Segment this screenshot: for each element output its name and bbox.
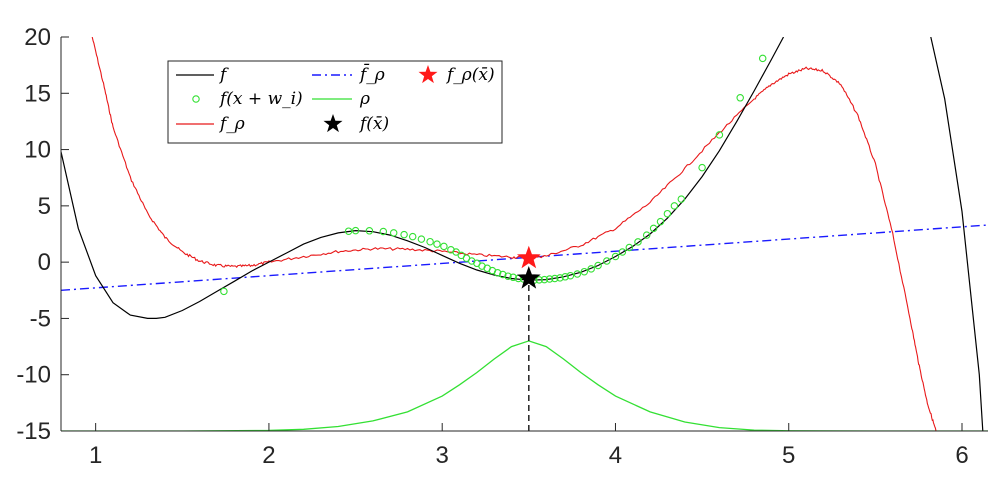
sample-point — [551, 274, 559, 283]
y-tick-label: 5 — [38, 193, 51, 220]
sample-point — [440, 242, 448, 251]
x-tick-label: 5 — [782, 442, 795, 469]
y-tick-label: -10 — [16, 362, 51, 389]
legend: f f̄_ρ f_ρ(x̄) f(x + w_i) ρ f_ρ f(x̄) — [167, 60, 503, 144]
sample-point — [535, 276, 543, 284]
sample-point — [365, 227, 374, 235]
axes-layer: 1 2 3 4 5 6 20 15 10 5 0 -5 -10 -15 — [16, 24, 988, 469]
sample-point — [408, 232, 417, 241]
star-f-rho-x-bar — [516, 245, 541, 269]
legend-rho-label: ρ — [359, 89, 370, 109]
sample-point — [736, 94, 744, 102]
sample-point — [379, 227, 388, 236]
x-tick-label: 1 — [89, 442, 102, 469]
legend-samples-swatch — [192, 95, 200, 103]
sample-point — [561, 273, 569, 281]
x-tick-label: 6 — [955, 442, 968, 469]
legend-samples-label: f(x + w_i) — [218, 89, 303, 109]
sample-point — [452, 248, 460, 256]
y-tick-label: -5 — [30, 305, 51, 332]
sample-point — [663, 209, 672, 218]
sample-point — [417, 235, 426, 243]
series-f-line — [61, 37, 785, 319]
sample-point — [566, 271, 575, 280]
marks-layer — [516, 245, 541, 431]
y-tick-label: -15 — [16, 418, 51, 445]
sample-point — [389, 229, 398, 237]
sample-point — [594, 261, 602, 270]
sample-point — [758, 54, 767, 63]
star-f-x-bar — [517, 266, 541, 289]
legend-f-label: f — [218, 65, 229, 85]
y-tick-label: 10 — [24, 137, 51, 164]
sample-point — [670, 202, 679, 210]
sample-point — [634, 238, 642, 246]
y-tick-label: 0 — [38, 249, 51, 276]
legend-f-rho-bar-label: f̄_ρ — [358, 62, 385, 85]
sample-point — [493, 269, 502, 277]
x-tick-label: 3 — [436, 442, 449, 469]
legend-star-red — [418, 65, 438, 84]
sample-point — [715, 131, 724, 139]
sample-point — [344, 227, 353, 235]
x-tick-label: 4 — [609, 442, 622, 469]
legend-star-black — [323, 114, 343, 133]
sample-point — [656, 217, 665, 226]
sample-point — [351, 226, 360, 235]
y-tick-label: 20 — [24, 24, 51, 51]
sample-point — [400, 230, 408, 239]
sample-point — [573, 270, 582, 278]
sample-point — [677, 195, 686, 203]
sample-point — [698, 163, 706, 172]
sample-point — [625, 243, 634, 252]
y-tick-label: 15 — [24, 80, 51, 107]
sample-point — [603, 257, 611, 265]
sample-point — [649, 224, 658, 233]
sample-point — [618, 248, 627, 256]
series-rho-line — [61, 340, 988, 431]
series-f-right-line — [930, 37, 984, 431]
sample-point — [556, 274, 564, 282]
legend-f-x-bar-label: f(x̄) — [358, 114, 389, 134]
sample-point — [499, 270, 507, 279]
sample-point — [642, 231, 651, 239]
sample-point — [433, 240, 441, 248]
sample-point — [540, 275, 549, 284]
sample-point — [587, 265, 595, 273]
x-tick-label: 2 — [262, 442, 275, 469]
sample-point — [509, 273, 517, 282]
sample-point — [580, 267, 589, 276]
sample-point — [545, 275, 554, 283]
sample-point — [426, 237, 434, 246]
sample-point — [220, 287, 228, 296]
sample-point — [504, 272, 512, 280]
legend-f-rho-label: f_ρ — [218, 114, 245, 134]
legend-f-rho-x-bar-label: f_ρ(x̄) — [445, 65, 495, 85]
sample-point — [611, 252, 620, 261]
